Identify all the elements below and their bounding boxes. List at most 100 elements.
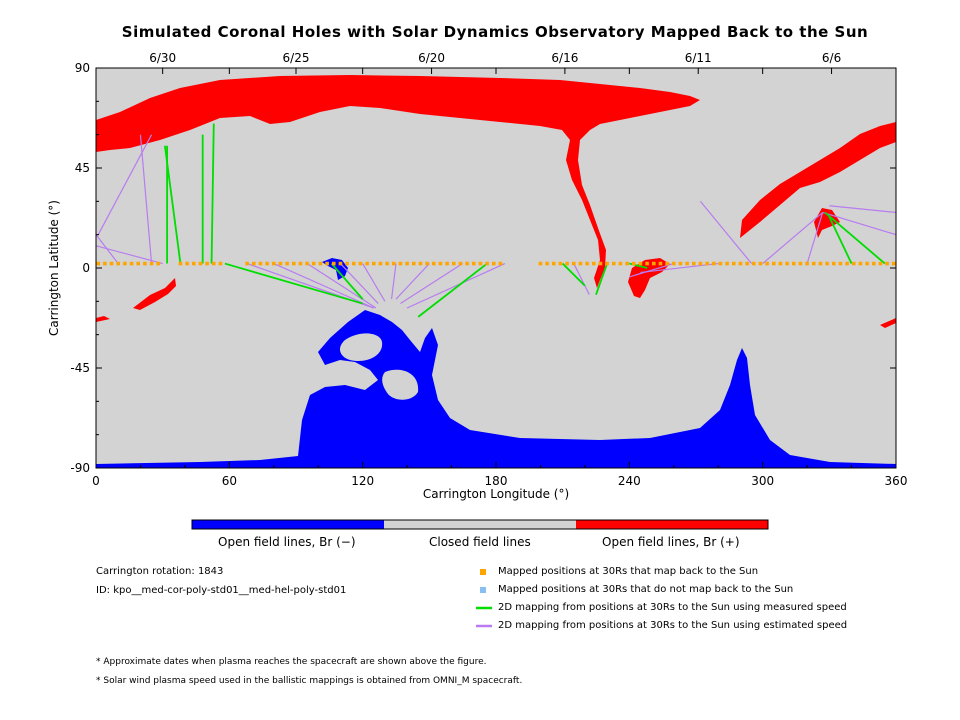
edge-positive-patch-left — [96, 316, 110, 322]
mapped-position-marker — [645, 261, 649, 266]
date-tick-label: 6/20 — [418, 51, 445, 65]
mapped-position-marker — [338, 261, 343, 266]
mapped-position-marker — [103, 261, 107, 266]
edge-positive-patch-right — [880, 318, 896, 328]
south-polar-coronal-hole — [96, 310, 896, 468]
mapped-position-marker — [345, 261, 349, 266]
mapped-position-marker — [551, 261, 556, 266]
mapped-position-marker — [711, 261, 716, 266]
mapped-position-marker — [591, 261, 596, 266]
mapped-position-marker — [245, 261, 249, 266]
mapped-position-marker — [198, 261, 203, 266]
estimated-mapping-line — [762, 211, 824, 265]
x-tick-label: 120 — [351, 474, 374, 488]
measured-mapping-line — [210, 123, 215, 264]
mapped-position-marker — [311, 261, 316, 266]
y-axis-label: Carrington Latitude (°) — [47, 200, 61, 336]
mapped-position-marker — [351, 261, 356, 266]
mapped-position-marker — [398, 261, 403, 266]
mapped-position-marker — [251, 261, 256, 266]
measured-speed-mappings — [163, 123, 886, 318]
mapped-position-marker — [598, 261, 603, 266]
mapped-position-marker — [838, 261, 843, 266]
y-tick-label: 0 — [82, 261, 90, 275]
date-tick-label: 6/25 — [283, 51, 310, 65]
model-id: ID: kpo__med-cor-poly-std01__med-hel-pol… — [96, 585, 347, 596]
mapped-position-marker — [618, 261, 623, 266]
estimated-mapping-line — [97, 134, 153, 235]
mapped-position-marker — [291, 261, 296, 266]
colorbar-negative — [192, 520, 384, 529]
mapped-position-marker — [485, 261, 489, 266]
y-tick-label: 90 — [75, 61, 90, 75]
estimated-mapping-line — [640, 262, 719, 274]
mapped-position-marker — [156, 261, 161, 266]
top-date-ticks: 6/30 6/25 6/20 6/16 6/11 6/6 — [149, 51, 841, 74]
estimated-mapping-line — [406, 263, 506, 309]
mapped-position-marker — [705, 261, 709, 266]
y-tick-label: -90 — [70, 461, 90, 475]
mapped-position-marker — [318, 261, 323, 266]
mapped-position-marker — [611, 261, 616, 266]
x-axis-ticks: 0 60 120 180 240 300 360 — [92, 68, 907, 488]
mapped-position-marker — [116, 261, 121, 266]
carrington-rotation: Carrington rotation: 1843 — [96, 566, 224, 577]
mapped-position-marker — [109, 261, 114, 266]
estimated-mapping-line — [390, 263, 397, 300]
mapped-position-marker — [123, 261, 127, 266]
x-axis-label: Carrington Longitude (°) — [423, 487, 569, 501]
mapped-position-marker — [478, 261, 483, 266]
small-positive-patch — [133, 278, 176, 310]
mapped-position-marker — [391, 261, 396, 266]
mapped-position-marker — [191, 261, 196, 266]
estimated-mapping-line — [829, 205, 896, 214]
mapped-position-marker — [325, 261, 329, 266]
mapped-position-marker — [565, 261, 569, 266]
mapped-position-marker — [458, 261, 463, 266]
measured-mapping-line — [828, 216, 853, 264]
mapped-position-marker — [678, 261, 683, 266]
date-tick-label: 6/11 — [685, 51, 712, 65]
mapped-position-marker — [791, 261, 796, 266]
colorbar-label-negative: Open field lines, Br (−) — [218, 535, 356, 549]
estimated-speed-mappings — [96, 134, 896, 309]
y-axis-ticks: 90 45 0 -45 -90 — [70, 61, 896, 475]
mapped-position-marker — [278, 261, 283, 266]
mapped-position-marker — [725, 261, 729, 266]
mapped-position-marker — [491, 261, 496, 266]
mapped-position-marker — [811, 261, 816, 266]
mapped-position-marker — [831, 261, 836, 266]
mapped-position-marker — [585, 261, 589, 266]
mapped-position-marker — [411, 261, 416, 266]
mapped-position-marker — [845, 261, 849, 266]
mapped-position-marker — [765, 261, 769, 266]
mapped-position-marker — [805, 261, 809, 266]
estimated-mapping-line — [822, 211, 896, 236]
south-hole-void-right — [382, 369, 419, 400]
mapped-position-marker — [825, 261, 829, 266]
estimated-mapping-line — [699, 200, 753, 264]
mapped-position-marker — [358, 261, 363, 266]
mapped-positions — [96, 261, 896, 266]
mapped-position-marker — [691, 261, 696, 266]
plot-area — [96, 68, 896, 468]
mapped-position-marker — [778, 261, 783, 266]
mapped-position-marker — [658, 261, 663, 266]
mapped-position-marker — [205, 261, 209, 266]
mapped-position-marker — [651, 261, 656, 266]
estimated-mapping-line — [573, 263, 590, 295]
mapped-position-marker — [431, 261, 436, 266]
colorbar — [191, 519, 769, 530]
y-tick-label: -45 — [70, 361, 90, 375]
mapped-position-marker — [665, 261, 669, 266]
mapped-position-marker — [851, 261, 856, 266]
mapped-position-marker — [405, 261, 409, 266]
mapped-position-marker — [871, 261, 876, 266]
estimated-mapping-line — [306, 263, 377, 309]
mapped-position-marker — [605, 261, 609, 266]
x-tick-label: 360 — [885, 474, 908, 488]
measured-mapping-line — [224, 262, 363, 305]
mapped-position-marker — [798, 261, 803, 266]
mapped-position-marker — [271, 261, 276, 266]
mapped-position-marker — [785, 261, 789, 266]
